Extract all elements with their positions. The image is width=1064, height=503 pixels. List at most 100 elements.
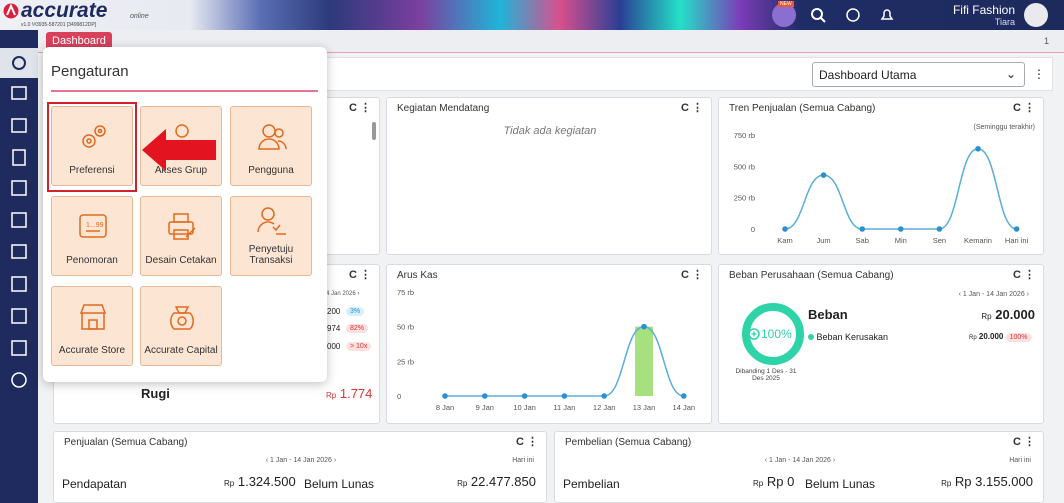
widget-title: Kegiatan Mendatang (397, 103, 490, 114)
menu-tile[interactable]: 1...99 Penomoran (51, 196, 133, 276)
user-name: Tiara (994, 17, 1015, 27)
sidebar (0, 30, 38, 503)
logo: accurate (21, 0, 108, 22)
currency: Rp (753, 479, 764, 488)
svg-text:1...99: 1...99 (86, 222, 104, 229)
point (482, 393, 488, 399)
widget-tren: Tren Penjualan (Semua Cabang) C ⋮ (Seming… (718, 97, 1044, 255)
label: Belum Lunas (304, 477, 375, 491)
widget-title: Tren Penjualan (Semua Cabang) (729, 103, 876, 114)
gift-button[interactable] (772, 3, 796, 27)
period[interactable]: ‹ 1 Jan - 14 Jan 2026 › (265, 457, 337, 464)
x-tick-label: Sab (856, 236, 869, 245)
x-tick-label: Sen (933, 236, 946, 245)
sidebar-active (0, 48, 38, 78)
menu-tile[interactable]: Accurate Capital (140, 286, 222, 366)
widget-title: Arus Kas (397, 270, 438, 281)
menu-tile[interactable]: Accurate Store (51, 286, 133, 366)
amount: 1.774 (339, 386, 373, 401)
widget-title: Penjualan (Semua Cabang) (64, 437, 188, 448)
point (521, 393, 528, 399)
period[interactable]: ‹ 1 Jan - 14 Jan 2026 › (958, 291, 1029, 298)
widget-actions[interactable]: C ⋮ (1013, 102, 1035, 114)
chart-note: (Seminggu terakhir) (973, 124, 1035, 131)
point (782, 226, 788, 232)
company-name: Fifi Fashion (952, 3, 1015, 17)
point (936, 226, 943, 232)
badge: 100% (1005, 333, 1032, 342)
dashboard-tab[interactable]: Dashboard (46, 32, 112, 50)
tile-label: Akses Grup (154, 165, 208, 176)
tile-label: Accurate Capital (144, 345, 218, 356)
menu-tile[interactable]: Preferensi (51, 106, 133, 186)
version: v1.0 !#3935-587201 [3499812DP] (21, 22, 97, 28)
result-label: Rugi (141, 386, 170, 401)
currency: Rp (941, 479, 952, 488)
menu-divider (51, 90, 318, 92)
x-tick-label: Kam (777, 236, 792, 245)
select-text: Dashboard Utama (819, 68, 917, 82)
widget-actions[interactable]: C ⋮ (349, 269, 371, 281)
result-amount: Rp 1.774 (326, 386, 372, 401)
value: Rp 3.155.000 (954, 474, 1033, 489)
amount: Rp 1.324.500 (224, 474, 296, 489)
line-chart: 0 250 rb 500 rb 750 rb Kam Jum Sab Min Sen Kemari… (734, 131, 1029, 245)
toolbar-menu[interactable]: ⋮ (1033, 67, 1045, 81)
legend-label: Beban Kerusakan (816, 332, 889, 342)
heading: Beban (808, 307, 848, 322)
item-amount: Rp 20.000 100% (969, 332, 1032, 342)
sidebar-icons[interactable] (0, 30, 38, 503)
legend-item: Beban Kerusakan (808, 332, 888, 342)
tab-count[interactable]: 1 (1044, 36, 1050, 46)
tile-label: Penomoran (66, 255, 118, 266)
widget-actions[interactable]: C ⋮ (349, 102, 371, 114)
period[interactable]: ‹ 1 Jan - 14 Jan 2026 › (764, 457, 836, 464)
point (442, 393, 448, 399)
x-tick-label: 11 Jan (553, 403, 575, 412)
widget-actions[interactable]: C ⋮ (1013, 269, 1035, 281)
menu-tile[interactable]: Desain Cetakan (140, 196, 222, 276)
period: 4 Jan 2026 › (326, 291, 360, 297)
point (820, 172, 827, 178)
widget-pembelian: Pembelian (Semua Cabang) C ⋮ ‹ 1 Jan - 14… (554, 431, 1044, 503)
donut-percent: 100% (761, 327, 792, 341)
amount: 20.000 (978, 332, 1004, 341)
point (1013, 226, 1020, 232)
row-value: 974 (327, 324, 341, 333)
row-value: 200 (327, 307, 341, 316)
value: 22.477.850 (470, 474, 536, 489)
row-badge: 82% (346, 324, 369, 333)
widget-penjualan: Penjualan (Semua Cabang) C ⋮ ‹ 1 Jan - 14… (53, 431, 547, 503)
point (561, 393, 568, 399)
menu-tile[interactable]: Pengguna (230, 106, 312, 186)
label: Belum Lunas (805, 477, 876, 491)
widget-arus-kas: Arus Kas C ⋮ 0 25 rb 50 rb 75 rb 8 Jan 9 Jan 10… (386, 264, 712, 424)
widget-title: Pembelian (Semua Cabang) (565, 437, 692, 448)
pointer-arrow (142, 129, 216, 171)
widget-actions[interactable]: C ⋮ (1013, 436, 1035, 448)
y-tick-label: 750 rb (734, 131, 755, 140)
point (859, 226, 865, 232)
menu-tile[interactable]: Penyetuju Transaksi (230, 196, 312, 276)
x-tick-label: 14 Jan (673, 403, 696, 412)
edition: online (130, 13, 149, 20)
widget-actions[interactable]: C ⋮ (681, 102, 703, 114)
amount: 20.000 (995, 307, 1035, 322)
currency: Rp (224, 479, 235, 488)
widget-actions[interactable]: C ⋮ (516, 436, 538, 448)
header-icons[interactable] (810, 7, 910, 23)
widget-actions[interactable]: C ⋮ (681, 269, 703, 281)
x-tick-label: Kemarin (964, 236, 992, 245)
point (601, 393, 607, 399)
tile-label: Penyetuju Transaksi (248, 244, 294, 266)
dashboard-select[interactable]: Dashboard Utama ⌄ (812, 62, 1025, 87)
line-chart: 0 25 rb 50 rb 75 rb 8 Jan 9 Jan 10 Jan 11 Jan 12… (397, 288, 696, 412)
point (975, 145, 981, 152)
label: Pembelian (563, 477, 620, 491)
y-tick-label: 500 rb (734, 162, 755, 171)
y-tick-label: 75 rb (397, 288, 414, 297)
currency: Rp (969, 335, 977, 341)
avatar[interactable] (1024, 3, 1048, 27)
tile-label: Preferensi (69, 165, 115, 176)
